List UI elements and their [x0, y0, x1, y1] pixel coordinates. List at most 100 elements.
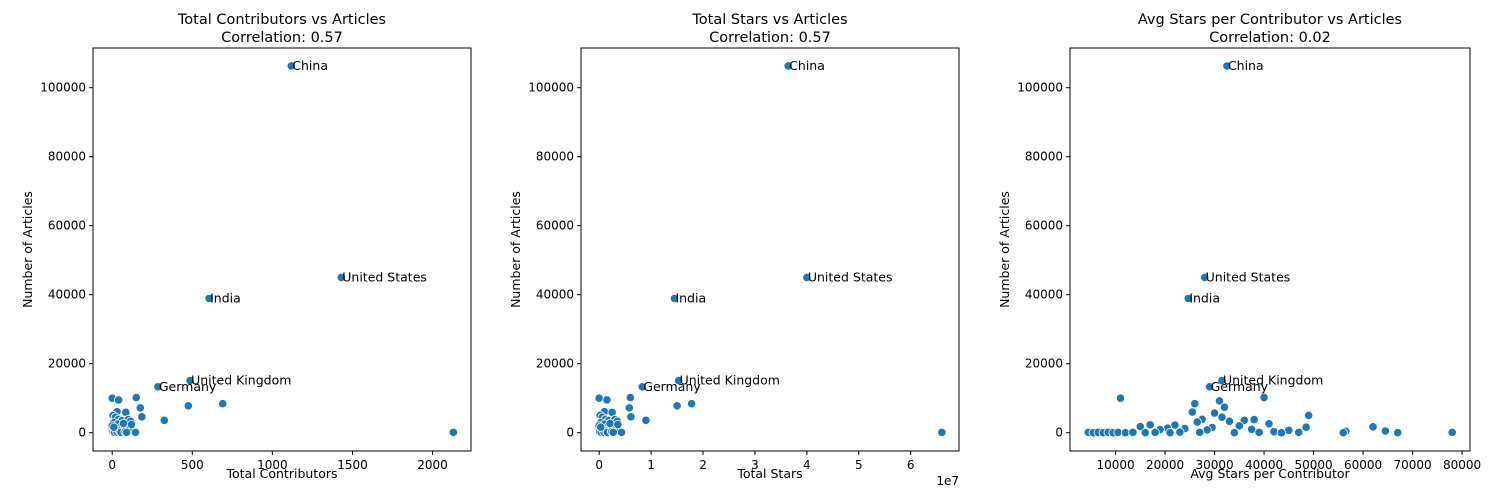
data-point — [1140, 428, 1150, 438]
y-tick-label: 60000 — [536, 219, 574, 233]
plot-frame — [1069, 47, 1471, 452]
x-tick-label: 70000 — [1393, 458, 1431, 472]
data-point — [118, 418, 129, 428]
data-point — [1234, 421, 1244, 431]
x-tick-label: 5 — [855, 458, 863, 472]
data-point — [1214, 396, 1225, 406]
data-point — [159, 415, 169, 425]
y-tick-label: 80000 — [536, 150, 574, 164]
data-point — [1222, 61, 1232, 71]
point-annotation: Germany — [643, 379, 701, 394]
point-annotation: India — [210, 290, 241, 305]
x-tick-label: 1000 — [257, 458, 288, 472]
data-point — [1393, 428, 1403, 438]
data-point — [1183, 293, 1193, 304]
data-point — [109, 422, 119, 432]
point-annotation: China — [292, 58, 328, 73]
x-tick-label: 80000 — [1443, 458, 1481, 472]
x-tick-label: 0 — [595, 458, 603, 472]
data-point — [596, 422, 606, 432]
y-tick-label: 40000 — [1025, 288, 1063, 302]
y-tick-label: 60000 — [48, 219, 86, 233]
point-annotation: United States — [808, 269, 893, 284]
x-tick-label: 20000 — [1146, 458, 1184, 472]
x-tick-label: 30000 — [1195, 458, 1233, 472]
data-point — [783, 61, 793, 71]
data-point — [1190, 399, 1200, 409]
x-tick-label: 1 — [647, 458, 655, 472]
y-tick-label: 80000 — [1025, 150, 1063, 164]
x-tick-label: 500 — [181, 458, 204, 472]
x-axis-label: Total Contributors — [225, 466, 337, 481]
point-annotation: Germany — [159, 379, 217, 394]
point-annotation: China — [1228, 58, 1264, 73]
data-point — [1115, 393, 1126, 403]
plot-frame — [92, 47, 472, 452]
data-point — [286, 61, 296, 71]
chart-panel: Avg Stars per Contributor vs Articles Cor… — [997, 12, 1481, 481]
y-tick-label: 0 — [1055, 426, 1063, 440]
x-tick-label: 50000 — [1294, 458, 1332, 472]
plot-frame — [580, 47, 960, 452]
y-tick-label: 40000 — [48, 288, 86, 302]
data-point — [626, 412, 636, 422]
data-point — [613, 419, 623, 430]
data-point — [1192, 417, 1202, 427]
data-point — [126, 419, 137, 430]
data-point — [218, 399, 228, 409]
data-point — [204, 293, 214, 304]
y-tick-label: 0 — [566, 426, 574, 440]
data-point — [1264, 419, 1274, 429]
point-annotation: China — [789, 58, 825, 73]
x-tick-label: 40000 — [1245, 458, 1283, 472]
point-annotation: Germany — [1211, 379, 1269, 394]
y-tick-label: 20000 — [48, 357, 86, 371]
y-tick-label: 100000 — [528, 81, 574, 95]
data-point — [605, 418, 615, 428]
x-tick-label: 1500 — [337, 458, 368, 472]
y-tick-label: 20000 — [1025, 357, 1063, 371]
data-point — [336, 272, 346, 283]
data-point — [114, 395, 124, 405]
data-point — [183, 401, 193, 411]
data-point — [1224, 416, 1235, 426]
data-point — [1145, 420, 1155, 430]
data-point — [625, 392, 635, 403]
data-point — [1135, 421, 1145, 432]
x-tick-label: 4 — [803, 458, 811, 472]
data-point — [1187, 407, 1197, 417]
data-point — [1195, 427, 1205, 437]
data-point — [1368, 422, 1378, 432]
data-point — [1128, 427, 1138, 437]
data-point — [1205, 382, 1215, 392]
data-point — [1165, 428, 1175, 438]
data-point — [686, 399, 697, 409]
chart-panel: Total Stars vs Articles Correlation: 0.57… — [508, 12, 960, 488]
data-point — [1304, 410, 1314, 421]
data-point — [1200, 272, 1210, 283]
data-point — [594, 393, 604, 403]
x-tick-label: 10000 — [1096, 458, 1134, 472]
data-point — [1229, 428, 1239, 438]
data-point — [1380, 426, 1390, 436]
point-annotation: United States — [342, 269, 427, 284]
y-tick-label: 0 — [78, 426, 86, 440]
x-tick-label: 0 — [108, 458, 116, 472]
point-annotation: India — [675, 290, 706, 305]
y-tick-label: 40000 — [536, 288, 574, 302]
data-point — [624, 403, 634, 413]
data-point — [448, 427, 458, 437]
data-point — [137, 412, 147, 422]
data-point — [1269, 427, 1279, 437]
data-point — [1217, 412, 1227, 422]
y-tick-label: 100000 — [1017, 81, 1063, 95]
point-annotation: United States — [1206, 269, 1291, 284]
data-point — [672, 401, 682, 411]
data-point — [1276, 428, 1286, 438]
data-point — [1301, 422, 1311, 432]
data-point — [1249, 415, 1259, 425]
x-axis-label: Avg Stars per Contributor — [1190, 466, 1350, 481]
chart-subtitle: Correlation: 0.57 — [221, 30, 343, 46]
data-point — [122, 427, 132, 437]
x-axis-label: Total Stars — [736, 466, 802, 481]
